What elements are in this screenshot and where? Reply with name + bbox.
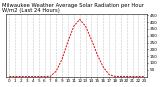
Text: Milwaukee Weather Average Solar Radiation per Hour W/m2 (Last 24 Hours): Milwaukee Weather Average Solar Radiatio… [2,3,144,13]
